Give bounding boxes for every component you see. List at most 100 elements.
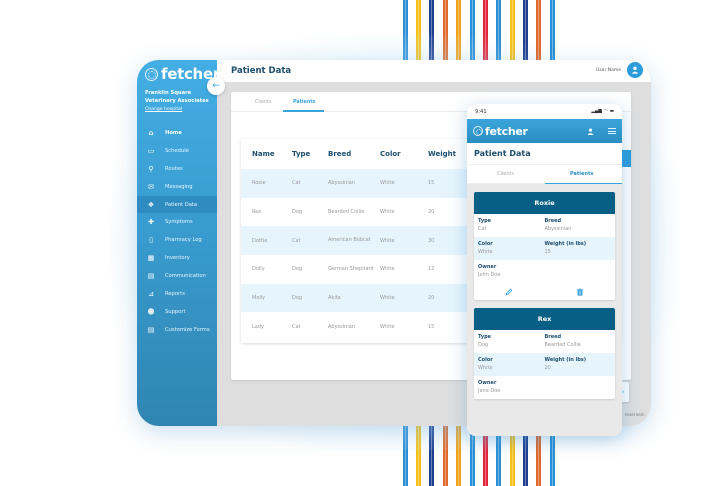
field-value: John Doe <box>478 272 501 278</box>
field-value: Jane Doe <box>478 388 501 394</box>
sidebar: fetcher Franklin Square Veterinary Assoc… <box>137 60 220 426</box>
table-cell: Abyssinian <box>328 323 355 330</box>
table-cell: 20 <box>428 295 435 302</box>
sidebar-item-label: Patient Data <box>165 201 198 208</box>
sidebar-item-inventory[interactable]: ▦ Inventory <box>137 249 217 267</box>
user-name[interactable]: User Name <box>596 68 621 73</box>
tab-clients[interactable]: Clients <box>255 100 272 105</box>
stripe <box>429 425 434 486</box>
sidebar-item-symptoms[interactable]: ✚ Symptoms <box>137 213 217 231</box>
battery-icon: ▬ <box>609 109 614 114</box>
stripe <box>550 0 555 62</box>
page-title: Patient Data <box>467 143 622 165</box>
table-cell: 30 <box>428 237 435 244</box>
table-cell: Roxie <box>252 180 266 187</box>
brand-logo[interactable]: fetcher <box>145 65 220 83</box>
tab-patients[interactable]: Patients <box>293 100 316 105</box>
sidebar-item-routes[interactable]: ⚲ Routes <box>137 160 217 178</box>
chart-icon: ⊿ <box>148 289 154 298</box>
sidebar-item-label: Schedule <box>165 147 189 154</box>
stripe <box>510 0 515 62</box>
tab-bar: Clients Patients <box>467 165 622 184</box>
table-cell: American Bobcat <box>328 237 371 244</box>
sidebar-item-home[interactable]: ⌂ Home <box>137 124 217 142</box>
brand-name: fetcher <box>485 124 528 138</box>
table-cell: Akita <box>328 294 341 301</box>
collapse-sidebar-button[interactable]: ← <box>207 77 225 95</box>
column-header-color[interactable]: Color <box>380 150 401 158</box>
sidebar-item-label: Communication <box>165 273 206 280</box>
table-cell: White <box>380 323 395 330</box>
delete-trash-icon[interactable] <box>576 288 584 296</box>
brand-name: fetcher <box>161 65 220 83</box>
field-label: Breed <box>544 334 562 340</box>
field-label: Owner <box>478 264 497 270</box>
status-bar: 9:41 ▂▄▆ ◠ ▬ <box>467 104 622 119</box>
patient-card: Rex Type Dog Breed Bearded Collie Color White W… <box>474 308 615 399</box>
column-header-weight[interactable]: Weight <box>428 150 456 158</box>
table-cell: Bearded Collie <box>328 208 365 215</box>
table-cell: White <box>380 295 395 302</box>
sidebar-item-label: Reports <box>165 290 185 297</box>
sidebar-item-support[interactable]: ☻ Support <box>137 303 217 321</box>
column-header-name[interactable]: Name <box>252 150 275 158</box>
stripe <box>470 0 475 62</box>
sidebar-item-label: Inventory <box>165 255 190 262</box>
sidebar-item-schedule[interactable]: ▭ Schedule <box>137 142 217 160</box>
table-row[interactable]: Lady Cat Abyssinian White 15 <box>241 312 621 341</box>
signal-icon: ▂▄▆ <box>591 109 602 114</box>
table-cell: White <box>380 237 395 244</box>
logo-icon <box>473 126 483 136</box>
status-time: 9:41 <box>475 108 487 115</box>
calendar-icon: ▭ <box>147 146 155 155</box>
field-value: White <box>478 249 493 255</box>
table-cell: 15 <box>428 180 435 187</box>
form-icon: ▤ <box>147 325 155 334</box>
wifi-icon: ◠ <box>603 109 608 114</box>
table-cell: Abyssinian <box>328 180 355 187</box>
stripe <box>416 425 421 486</box>
footer-text: reserved. <box>624 413 645 418</box>
tab-patients[interactable]: Patients <box>570 171 594 177</box>
edit-pencil-icon[interactable] <box>505 288 513 296</box>
top-bar: Patient Data User Name <box>217 60 651 82</box>
field-label: Weight (in lbs) <box>544 241 587 247</box>
sidebar-nav: ⌂ Home ▭ Schedule ⚲ Routes ✉ Messaging ❖ Patient … <box>137 124 217 339</box>
sidebar-item-communication[interactable]: ▤ Communication <box>137 267 217 285</box>
stripe <box>443 425 448 486</box>
table-cell: 20 <box>428 209 435 216</box>
sidebar-item-label: Routes <box>165 165 183 172</box>
user-icon <box>631 66 639 74</box>
logo-icon <box>145 67 158 81</box>
tab-clients[interactable]: Clients <box>497 171 515 177</box>
user-icon[interactable] <box>587 127 594 135</box>
decorative-stripes-top <box>0 0 720 62</box>
stripe <box>483 0 488 62</box>
table-cell: Dog <box>292 209 303 216</box>
change-hospital-link[interactable]: Change hospital <box>145 107 183 112</box>
column-header-breed[interactable]: Breed <box>328 149 352 158</box>
table-row[interactable]: Rex Dog Bearded Collie White 20 <box>241 198 621 227</box>
sidebar-item-messaging[interactable]: ✉ Messaging <box>137 178 217 196</box>
envelope-icon: ✉ <box>148 182 154 191</box>
table-cell: Dog <box>292 295 303 302</box>
sidebar-item-customize-forms[interactable]: ▤ Customize Forms <box>137 321 217 339</box>
table-cell: White <box>380 180 395 187</box>
sidebar-item-label: Customize Forms <box>165 326 210 333</box>
stripe <box>403 0 408 62</box>
table-row[interactable]: Dolly Dog German Shephard White 12 <box>241 255 621 284</box>
stripe <box>496 425 501 486</box>
sidebar-item-reports[interactable]: ⊿ Reports <box>137 285 217 303</box>
menu-icon[interactable] <box>608 128 616 134</box>
stripe <box>550 425 555 486</box>
plus-icon: ✚ <box>148 218 154 227</box>
routes-icon: ⚲ <box>148 164 154 173</box>
patient-card-list: Roxie Type Cat Breed Abyssinian Color White Wei… <box>467 184 622 436</box>
field-label: Color <box>478 357 493 363</box>
sidebar-item-pharmacy-log[interactable]: ▯ Pharmacy Log <box>137 231 217 249</box>
field-value: Abyssinian <box>544 226 572 232</box>
user-avatar-button[interactable] <box>627 62 643 78</box>
sidebar-item-patient-data[interactable]: ❖ Patient Data <box>137 195 217 214</box>
column-header-type[interactable]: Type <box>292 150 311 158</box>
table-cell: Cat <box>292 323 301 330</box>
